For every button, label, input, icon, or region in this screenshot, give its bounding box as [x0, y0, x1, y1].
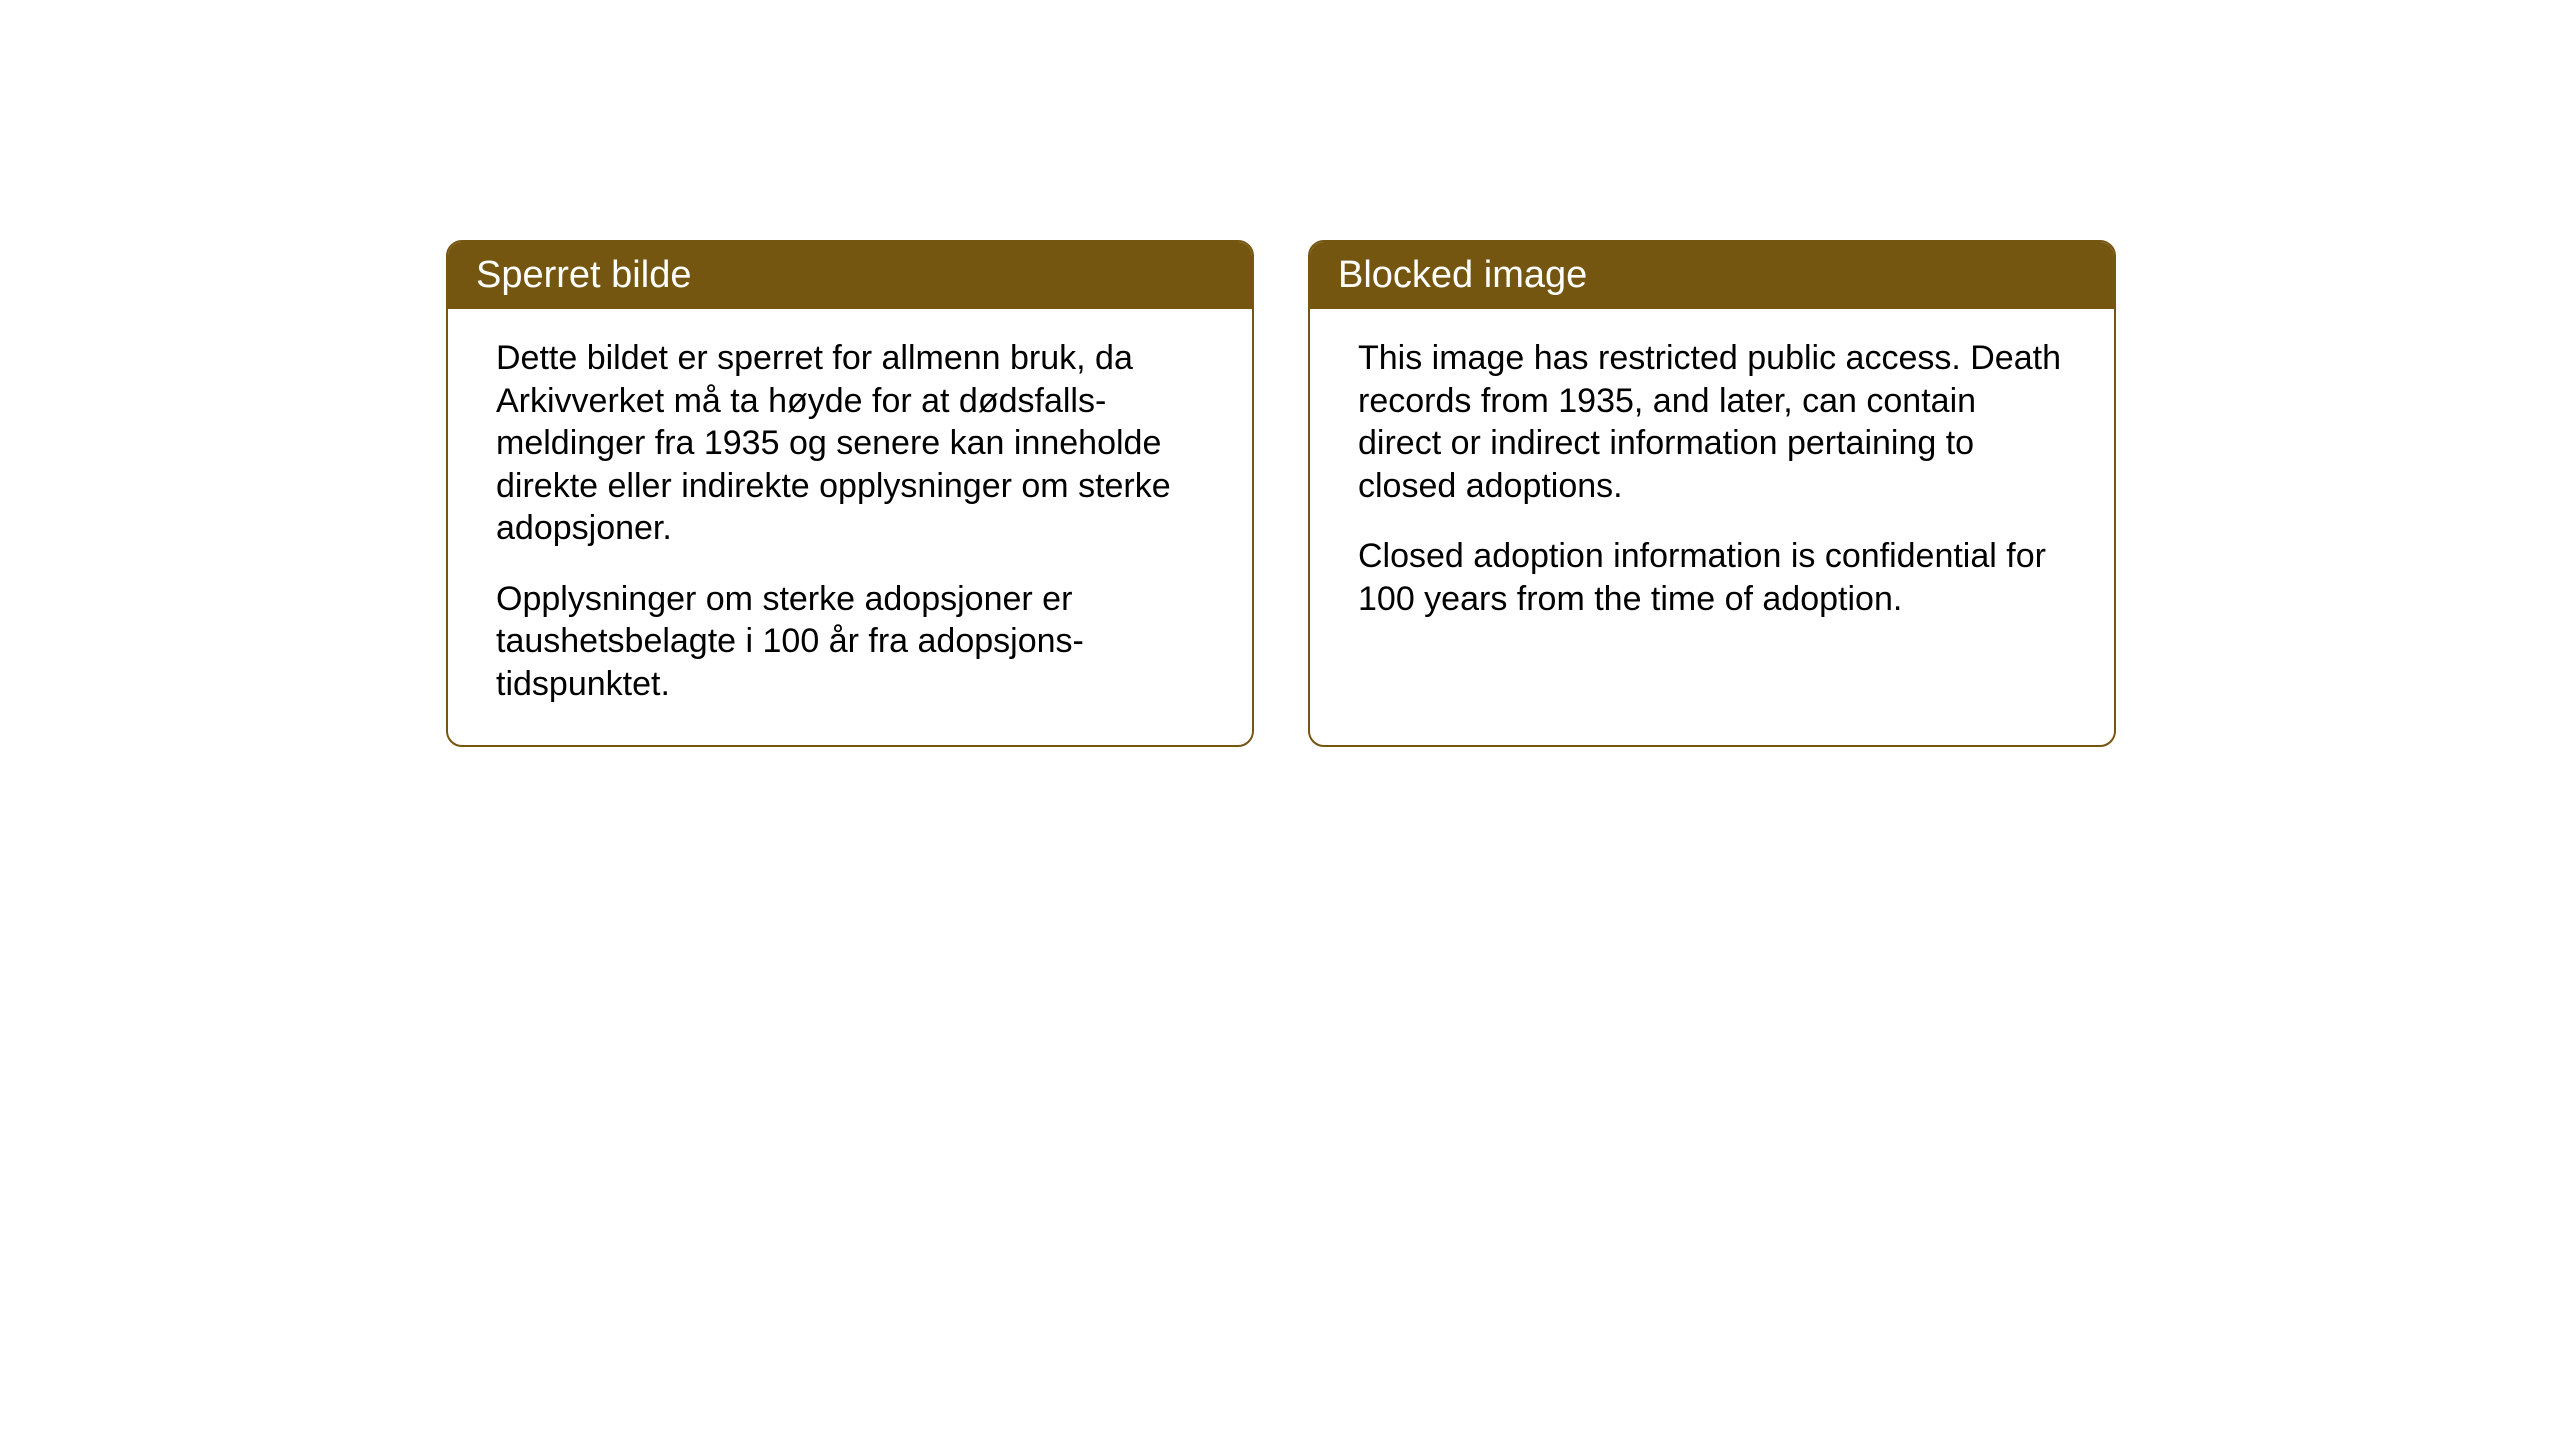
notice-paragraph-1-norwegian: Dette bildet er sperret for allmenn bruk… — [496, 337, 1204, 550]
notice-card-english: Blocked image This image has restricted … — [1308, 240, 2116, 747]
notice-header-norwegian: Sperret bilde — [448, 242, 1252, 309]
notice-body-english: This image has restricted public access.… — [1310, 309, 2114, 660]
notice-container: Sperret bilde Dette bildet er sperret fo… — [0, 0, 2560, 747]
notice-body-norwegian: Dette bildet er sperret for allmenn bruk… — [448, 309, 1252, 745]
notice-paragraph-2-english: Closed adoption information is confident… — [1358, 535, 2066, 620]
notice-card-norwegian: Sperret bilde Dette bildet er sperret fo… — [446, 240, 1254, 747]
notice-title-english: Blocked image — [1338, 254, 1587, 296]
notice-title-norwegian: Sperret bilde — [476, 254, 691, 296]
notice-paragraph-1-english: This image has restricted public access.… — [1358, 337, 2066, 507]
notice-paragraph-2-norwegian: Opplysninger om sterke adopsjoner er tau… — [496, 578, 1204, 706]
notice-header-english: Blocked image — [1310, 242, 2114, 309]
